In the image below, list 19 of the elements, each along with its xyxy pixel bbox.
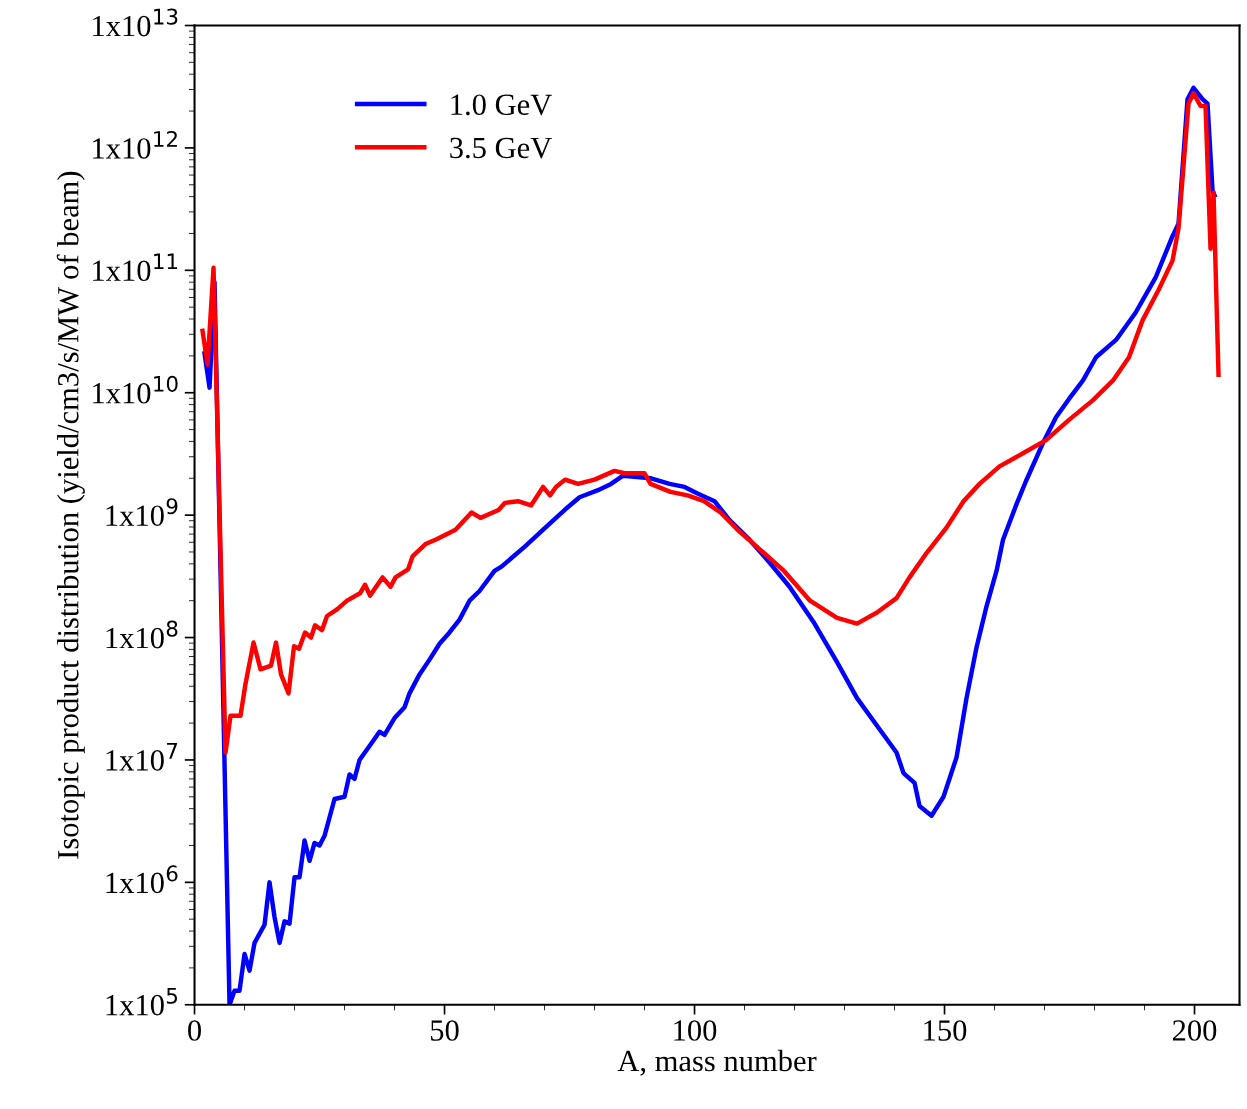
y-tick-label: 1x10$^{13}$ — [93, 8, 178, 37]
x-tick-label: 100 — [674, 1020, 717, 1041]
y-tick-label: 1x10$^{6}$ — [106, 865, 178, 894]
y-tick-label: 1x10$^{9}$ — [106, 498, 178, 526]
x-tick-label: 150 — [924, 1020, 967, 1041]
x-axis-title: A, mass number — [617, 1049, 817, 1076]
y-axis-title: Isotopic product distribution (yield/cm3/s/MW of beam) — [56, 171, 85, 859]
y-tick-label: 1x10$^{7}$ — [106, 743, 178, 771]
legend-label: 3.5 GeV — [450, 137, 552, 159]
y-tick-label: 1x10$^{5}$ — [106, 987, 178, 1016]
line-series — [200, 90, 1221, 755]
x-tick-label: 200 — [1172, 1020, 1217, 1041]
y-tick-label: 1x10$^{8}$ — [106, 620, 178, 649]
y-tick-label: 1x10$^{12}$ — [93, 130, 177, 159]
y-tick-label: 1x10$^{11}$ — [93, 253, 178, 282]
y-tick-label: 1x10$^{10}$ — [93, 375, 178, 404]
legend-label: 1.0 GeV — [451, 94, 552, 116]
x-tick-label: 50 — [431, 1020, 459, 1041]
x-tick-label: 0 — [188, 1020, 202, 1041]
